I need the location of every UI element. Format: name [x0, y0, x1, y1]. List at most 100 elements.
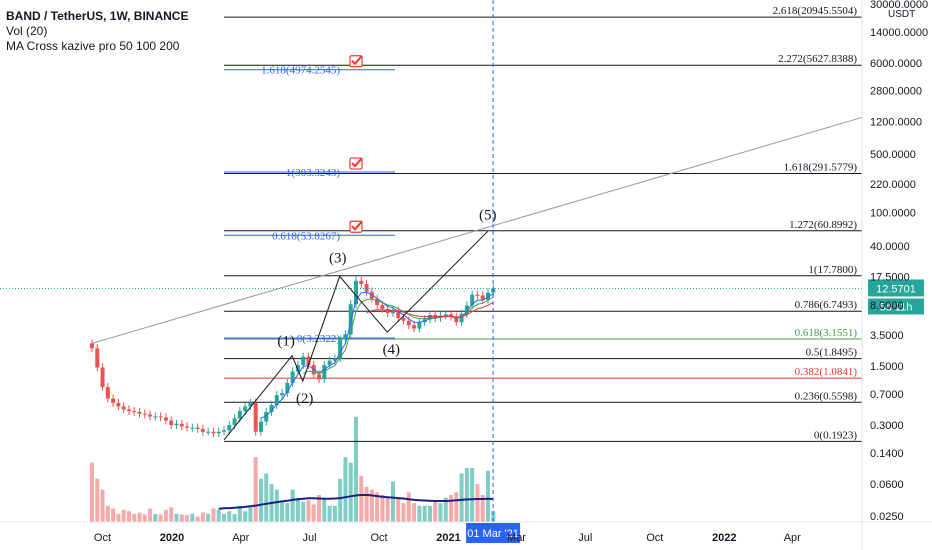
candle-body: [142, 413, 147, 415]
candle-body: [121, 406, 126, 410]
volume-bar: [427, 505, 432, 522]
volume-bar: [475, 484, 480, 522]
candle-body: [163, 417, 168, 421]
volume-bar: [459, 473, 464, 522]
candle-body: [95, 348, 100, 368]
volume-bar: [274, 489, 279, 522]
volume-bar: [464, 468, 469, 522]
candle-body: [464, 305, 469, 314]
candle-body: [343, 334, 348, 340]
volume-bar: [348, 462, 353, 522]
time-tick-label: Oct: [370, 532, 387, 544]
candle-body: [427, 314, 432, 320]
volume-bar: [390, 481, 395, 522]
candle-body: [454, 316, 459, 323]
volume-bar: [401, 503, 406, 522]
volume-bar: [222, 513, 226, 522]
candle-body: [137, 411, 142, 414]
volume-indicator-label[interactable]: Vol (20): [6, 24, 48, 38]
candle-body: [390, 310, 395, 314]
volume-bar: [116, 513, 121, 522]
fib-retracement-label: 0(0.1923): [814, 429, 857, 441]
time-tick-label: 2021: [436, 532, 460, 544]
volume-bar: [253, 457, 258, 522]
candle-body: [301, 356, 306, 366]
volume-layer: [90, 416, 496, 522]
volume-bar: [290, 489, 295, 522]
volume-bar: [185, 515, 190, 522]
last-price-label: 12.5701: [876, 283, 916, 295]
candle-body: [470, 294, 475, 306]
volume-bar: [121, 509, 126, 522]
volume-bar: [385, 497, 390, 522]
volume-bar: [90, 462, 94, 522]
volume-bar: [227, 511, 232, 522]
volume-bar: [190, 513, 195, 522]
time-tick-label: Jul: [578, 532, 592, 544]
elliott-wave-label: (2): [296, 391, 314, 407]
candle-body: [480, 295, 485, 300]
volume-bar: [449, 495, 454, 522]
volume-bar: [148, 508, 153, 522]
candle-body: [243, 406, 248, 412]
volume-bar: [111, 508, 116, 522]
time-tick-label: 2020: [160, 532, 184, 544]
elliott-wave-label: (4): [383, 342, 401, 358]
fib-extension-label: 1(303.3243): [286, 167, 340, 179]
time-tick-label: Apr: [784, 532, 801, 544]
price-tick-label: 0.0250: [870, 511, 904, 523]
volume-bar: [126, 511, 131, 522]
volume-bar: [295, 497, 300, 522]
volume-bar: [317, 495, 322, 522]
candle-body: [269, 404, 274, 412]
price-tick-label: 0.7000: [870, 389, 904, 401]
volume-bar: [343, 457, 348, 522]
price-tick-label: 30000.0000: [870, 0, 928, 11]
fib-retracement-label: 1.618(291.5779): [784, 161, 858, 173]
volume-bar: [338, 478, 343, 522]
price-tick-label: 0.1400: [870, 448, 904, 460]
plot-area: [0, 0, 862, 522]
checkmark-icon: [349, 157, 363, 170]
volume-bar: [417, 505, 422, 522]
cursor-date-label: 01 Mar '21: [467, 528, 519, 540]
volume-bar: [359, 476, 364, 522]
elliott-wave-path: [223, 230, 489, 441]
candle-body: [412, 325, 417, 329]
candle-body: [295, 365, 300, 372]
candle-body: [248, 402, 253, 407]
volume-bar: [332, 505, 337, 522]
time-tick-label: Jul: [302, 532, 316, 544]
fib-retracement-label: 0.382(1.0841): [795, 366, 858, 378]
price-tick-label: 100.0000: [870, 208, 916, 220]
volume-bar: [311, 504, 316, 522]
price-tick-label: 0.0600: [870, 479, 904, 491]
last-price-badge: [868, 279, 924, 297]
volume-bar: [153, 513, 158, 522]
fib-retracement-label: 1(17.7800): [808, 264, 857, 276]
volume-bar: [375, 492, 380, 522]
candle-body: [158, 416, 163, 418]
candle-body: [396, 310, 401, 319]
volume-bar: [179, 514, 184, 522]
candle-body: [338, 339, 343, 359]
candle-body: [280, 393, 285, 396]
candle-body: [443, 314, 448, 316]
ma-indicator-label[interactable]: MA Cross kazive pro 50 100 200: [6, 39, 180, 53]
candle-body: [322, 365, 327, 380]
volume-bar: [406, 492, 411, 522]
candle-body: [153, 416, 158, 418]
time-tick-label: Oct: [94, 532, 111, 544]
volume-bar: [438, 503, 443, 522]
candle-body: [148, 414, 153, 417]
candle-body: [185, 426, 190, 428]
chart-legend: BAND / TetherUS, 1W, BINANCE Vol (20) MA…: [6, 9, 188, 54]
volume-bar: [322, 497, 327, 522]
volume-ma-line: [218, 494, 494, 510]
elliott-wave-label: (1): [277, 334, 295, 350]
price-tick-label: 40.0000: [870, 241, 910, 253]
candle-body: [285, 382, 290, 394]
candle-body: [449, 314, 454, 317]
